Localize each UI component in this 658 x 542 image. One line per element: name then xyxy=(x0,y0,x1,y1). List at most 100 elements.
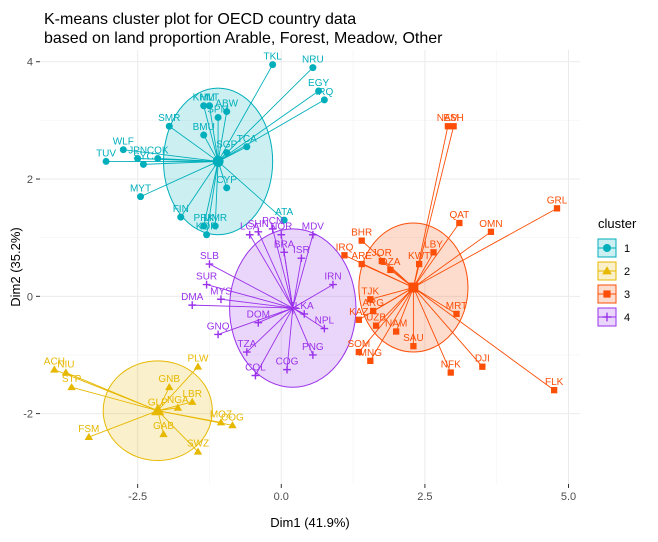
legend-label-2: 2 xyxy=(624,266,630,278)
point-label-sgp: SGP xyxy=(216,140,237,151)
spoke-col xyxy=(255,307,294,376)
point-cok xyxy=(154,155,162,162)
point-label-smr: SMR xyxy=(158,113,180,124)
point-tuv xyxy=(102,157,110,165)
point-khm xyxy=(200,102,208,110)
point-label-qat: QAT xyxy=(449,210,469,221)
point-dma xyxy=(188,301,197,309)
spoke-prk xyxy=(203,161,219,227)
point-syc xyxy=(139,160,147,168)
point-lka xyxy=(300,310,309,318)
spoke-cog xyxy=(286,308,294,370)
point-labels: TKL NRUEGYIRQKHMMLTABWSPMSMRBMUTCASGPWLFC… xyxy=(44,52,568,450)
point-npl xyxy=(320,324,329,333)
point-mys xyxy=(217,295,225,304)
point-som xyxy=(355,348,362,356)
point-gab xyxy=(159,429,168,438)
point-dji xyxy=(479,363,486,370)
point-arg xyxy=(370,307,377,315)
point-bmu xyxy=(200,131,208,139)
point-tca xyxy=(243,143,251,151)
point-irn xyxy=(329,280,337,289)
point-gnb xyxy=(165,383,174,391)
point-label-slb: SLB xyxy=(200,251,219,262)
spoke-smr xyxy=(168,125,219,162)
point-sgp xyxy=(223,149,231,157)
legend-label-3: 3 xyxy=(624,289,630,301)
spoke-mng xyxy=(369,287,414,362)
point-slb xyxy=(205,260,214,268)
point-label-jpn: JPN xyxy=(128,146,147,157)
point-label-plw: PLW xyxy=(188,354,209,365)
spoke-plw xyxy=(157,366,199,411)
point-gnq xyxy=(214,330,222,339)
point-label-cok: COK xyxy=(147,146,169,157)
point-lca xyxy=(245,230,254,239)
point-kor xyxy=(203,231,211,239)
spoke-fin xyxy=(180,161,219,218)
point-prk xyxy=(200,222,208,230)
point-fin xyxy=(177,213,185,221)
point-label-wlf: WLF xyxy=(113,137,134,148)
point-label-niu: NIU xyxy=(57,360,74,371)
y-tick-label: 4 xyxy=(27,57,33,69)
point-wlf xyxy=(119,146,127,154)
point-tkl xyxy=(269,61,277,69)
point-label-lka: LKA xyxy=(295,301,314,312)
point-label-mlt: MLT xyxy=(200,93,219,104)
spoke-sur xyxy=(206,284,293,309)
spoke-gnq xyxy=(217,307,293,335)
point-esh xyxy=(450,123,457,130)
point-label-pcn: PCN xyxy=(262,216,283,227)
point-label-lby: LBY xyxy=(424,239,443,250)
point-cyp xyxy=(223,184,231,192)
point-label-shn: SHN xyxy=(248,219,269,230)
spoke-mmr xyxy=(214,161,219,226)
cluster-2-center xyxy=(151,404,165,416)
point-label-are: ARE xyxy=(351,251,372,262)
point-label-mys: MYS xyxy=(210,286,232,297)
spoke-irn xyxy=(292,284,334,309)
point-lbr xyxy=(188,397,197,405)
point-label-nfk: NFK xyxy=(441,360,461,371)
spoke-lbr xyxy=(157,401,193,412)
spoke-dma xyxy=(192,304,293,309)
point-label-gnb: GNB xyxy=(158,374,180,385)
point-nor xyxy=(277,230,286,239)
point-label-mrt: MRT xyxy=(446,301,467,312)
axes: -2.5 0.0 2.5 5.0 -2 0 2 4 xyxy=(23,57,576,503)
spoke-kor xyxy=(206,161,219,235)
point-nam xyxy=(393,328,400,335)
point-nam xyxy=(444,123,452,130)
point-irq xyxy=(341,252,348,259)
point-abw xyxy=(223,108,231,116)
cluster-3-center xyxy=(408,282,419,293)
point-omn xyxy=(487,228,495,235)
point-label-bra: BRA xyxy=(274,239,295,250)
point-label-myt: MYT xyxy=(130,184,151,195)
point-label-arg: ARG xyxy=(362,298,384,309)
point-label-glp: GLP xyxy=(148,398,168,409)
point-isr xyxy=(297,254,306,263)
point-label-dza: DZA xyxy=(380,257,400,268)
point-flk xyxy=(550,387,558,394)
point-fsm xyxy=(84,432,94,441)
spoke-png xyxy=(292,307,314,356)
point-label-kor: KOR xyxy=(196,222,218,233)
point-label-irq: IRQ xyxy=(315,87,333,98)
spoke-shn xyxy=(257,231,294,309)
point-lby xyxy=(430,249,437,256)
point-bra xyxy=(280,248,288,257)
spoke-khm xyxy=(203,105,219,162)
point-label-fin: FIN xyxy=(173,204,189,215)
point-label-swz: SWZ xyxy=(187,439,209,450)
spoke-grl xyxy=(413,207,558,288)
spoke-stp xyxy=(71,386,158,412)
point-label-mdv: MDV xyxy=(302,222,325,233)
spoke-fsm xyxy=(88,410,158,438)
spoke-bra xyxy=(283,252,294,309)
legend-marker-4 xyxy=(602,312,612,322)
spoke-omn xyxy=(413,231,492,288)
point-label-npl: NPL xyxy=(315,316,335,327)
spoke-slb xyxy=(209,263,293,309)
